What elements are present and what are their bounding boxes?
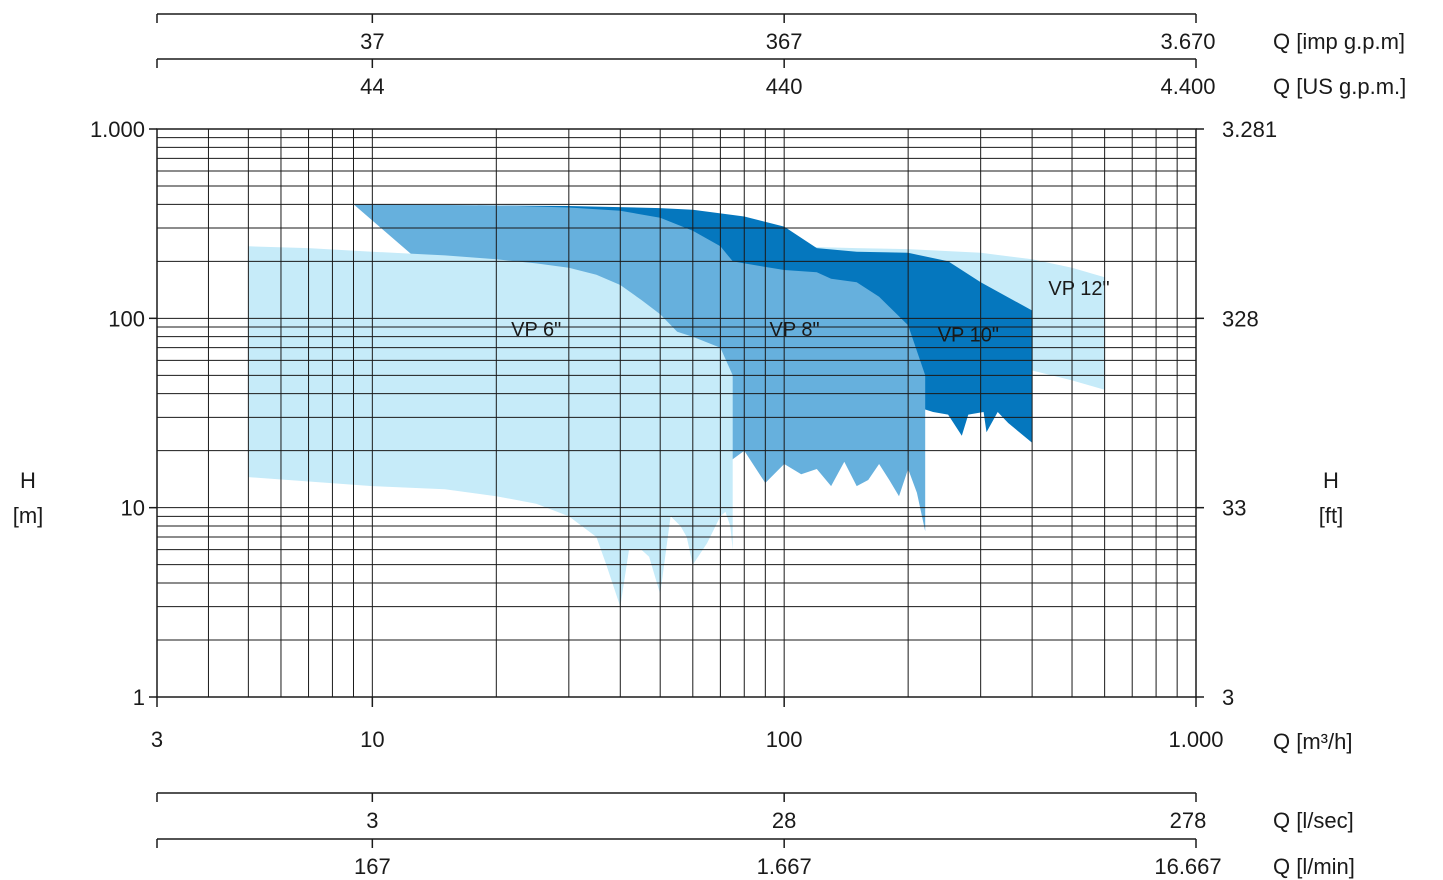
y-left-tick-label: 10 bbox=[121, 496, 145, 521]
secondary-axis-tick-label: 4.400 bbox=[1160, 74, 1215, 99]
secondary-axis-tick-label: 278 bbox=[1170, 808, 1207, 833]
secondary-axis-tick-label: 3.670 bbox=[1160, 29, 1215, 54]
x-tick-label: 3 bbox=[151, 727, 163, 752]
y-left-tick-label: 1 bbox=[133, 685, 145, 710]
left-y-axis-label-line2: [m] bbox=[13, 503, 44, 528]
secondary-axis-tick-label: 37 bbox=[360, 29, 384, 54]
secondary-axis-unit-label: Q [l/sec] bbox=[1273, 808, 1354, 833]
y-left-tick-label: 1.000 bbox=[90, 117, 145, 142]
x-tick-label: 100 bbox=[766, 727, 803, 752]
plot-frame bbox=[149, 128, 1204, 707]
secondary-axis-tick-label: 44 bbox=[360, 74, 384, 99]
y-right-tick-label: 33 bbox=[1222, 496, 1246, 521]
series-label: VP 8" bbox=[770, 319, 820, 341]
y-right-tick-label: 3 bbox=[1222, 685, 1234, 710]
secondary-axis-tick-label: 28 bbox=[772, 808, 796, 833]
secondary-axis-unit-label: Q [imp g.p.m] bbox=[1273, 29, 1405, 54]
series-labels: VP 12" VP 10" VP 8" VP 6" bbox=[511, 278, 1109, 347]
series-label: VP 10" bbox=[938, 325, 999, 347]
right-y-axis-label-line2: [ft] bbox=[1319, 503, 1343, 528]
x-tick-label: 10 bbox=[360, 727, 384, 752]
grid-lines bbox=[157, 129, 1196, 697]
series-label: VP 12" bbox=[1048, 278, 1109, 300]
secondary-axis-tick-label: 367 bbox=[766, 29, 803, 54]
secondary-axis-tick-label: 1.667 bbox=[757, 854, 812, 879]
left-y-axis-label-line1: H bbox=[20, 468, 36, 493]
y-left-tick-label: 100 bbox=[108, 306, 145, 331]
series-areas bbox=[248, 204, 1105, 607]
x-axis-unit-label: Q [m³/h] bbox=[1273, 729, 1352, 754]
secondary-axis-unit-label: Q [US g.p.m.] bbox=[1273, 74, 1406, 99]
plot-border bbox=[156, 128, 1197, 698]
series-label: VP 6" bbox=[511, 319, 561, 341]
right-y-axis-label-line1: H bbox=[1323, 468, 1339, 493]
secondary-axes: 37 367 3.670 Q [imp g.p.m] 44 440 4.400 Q [US g… bbox=[156, 13, 1406, 879]
secondary-axis-unit-label: Q [l/min] bbox=[1273, 854, 1355, 879]
y-right-tick-label: 3.281 bbox=[1222, 117, 1277, 142]
x-tick-label: 1.000 bbox=[1168, 727, 1223, 752]
secondary-axis-tick-label: 16.667 bbox=[1154, 854, 1221, 879]
secondary-axis-tick-label: 440 bbox=[766, 74, 803, 99]
y-right-tick-label: 328 bbox=[1222, 306, 1259, 331]
secondary-axis-tick-label: 167 bbox=[354, 854, 391, 879]
secondary-axis-tick-label: 3 bbox=[366, 808, 378, 833]
